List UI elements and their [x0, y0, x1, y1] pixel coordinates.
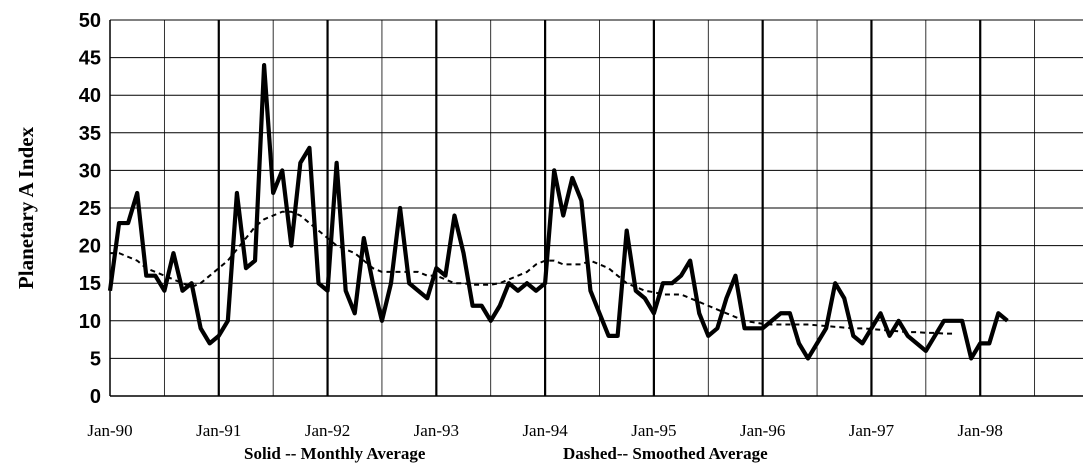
y-tick-label: 30 [79, 160, 101, 182]
x-tick-label: Jan-97 [849, 421, 895, 440]
x-tick-label: Jan-91 [196, 421, 241, 440]
x-tick-label: Jan-92 [305, 421, 350, 440]
y-axis-ticks: 0 5 10 15 20 25 30 35 40 45 50 [79, 10, 101, 408]
x-tick-label: Jan-93 [414, 421, 459, 440]
y-tick-label: 25 [79, 198, 101, 220]
y-tick-label: 15 [79, 273, 101, 295]
y-tick-label: 20 [79, 236, 101, 258]
caption-dashed: Dashed-- Smoothed Average [563, 444, 768, 463]
y-tick-label: 35 [79, 123, 101, 145]
caption-solid: Solid -- Monthly Average [244, 444, 426, 463]
series-line-monthly [107, 63, 1009, 361]
y-tick-label: 10 [79, 311, 101, 333]
series-line-smoothed [110, 210, 954, 335]
y-tick-label: 50 [79, 10, 101, 32]
grid [109, 19, 1083, 397]
x-tick-label: Jan-98 [958, 421, 1003, 440]
y-tick-label: 5 [90, 348, 101, 370]
y-tick-label: 45 [79, 48, 101, 70]
x-tick-label: Jan-96 [740, 421, 785, 440]
x-tick-label: Jan-94 [522, 421, 568, 440]
y-tick-label: 0 [90, 386, 101, 408]
y-tick-label: 40 [79, 85, 101, 107]
x-tick-label: Jan-95 [631, 421, 676, 440]
series-lines [107, 63, 1009, 361]
y-axis-label: Planetary A Index [14, 126, 38, 289]
x-tick-label: Jan-90 [87, 421, 132, 440]
x-axis-ticks: Jan-90 Jan-91 Jan-92 Jan-93 Jan-94 Jan-95 Jan-… [87, 421, 1003, 440]
